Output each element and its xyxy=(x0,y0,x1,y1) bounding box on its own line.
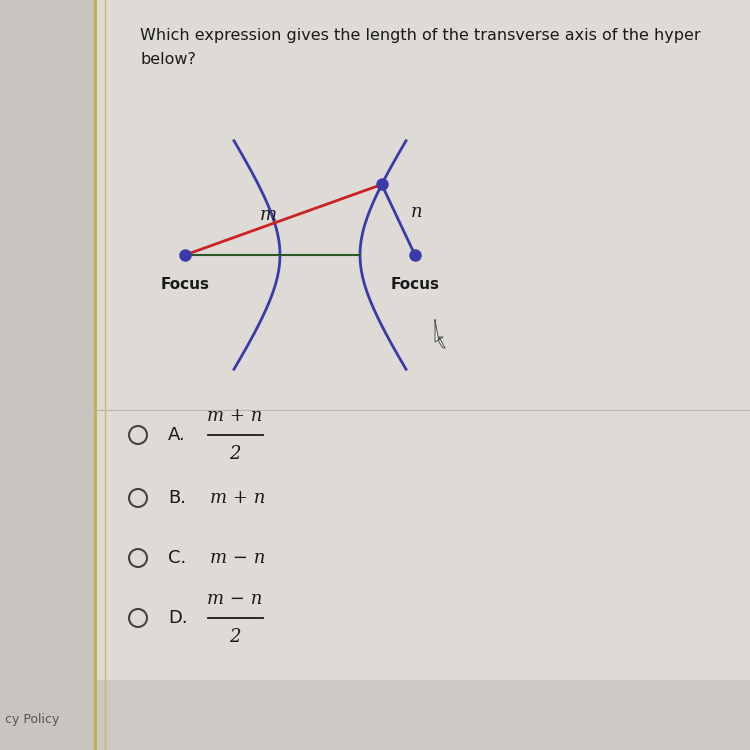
Text: m + n: m + n xyxy=(210,489,266,507)
Bar xyxy=(95,0,750,750)
Text: m + n: m + n xyxy=(207,407,262,425)
Text: 2: 2 xyxy=(230,628,241,646)
Text: 2: 2 xyxy=(230,445,241,463)
Text: m − n: m − n xyxy=(207,590,262,608)
Text: Which expression gives the length of the transverse axis of the hyper: Which expression gives the length of the… xyxy=(140,28,701,43)
Text: n: n xyxy=(410,202,422,220)
Text: Focus: Focus xyxy=(391,277,439,292)
Text: Focus: Focus xyxy=(160,277,209,292)
Text: m: m xyxy=(260,206,277,224)
Polygon shape xyxy=(435,320,445,348)
Text: B.: B. xyxy=(168,489,186,507)
Text: below?: below? xyxy=(140,52,196,67)
Text: C.: C. xyxy=(168,549,186,567)
Bar xyxy=(95,680,750,750)
Bar xyxy=(0,0,95,750)
Text: D.: D. xyxy=(168,609,188,627)
Text: A.: A. xyxy=(168,426,186,444)
Text: cy Policy: cy Policy xyxy=(5,713,59,727)
Text: m − n: m − n xyxy=(210,549,266,567)
